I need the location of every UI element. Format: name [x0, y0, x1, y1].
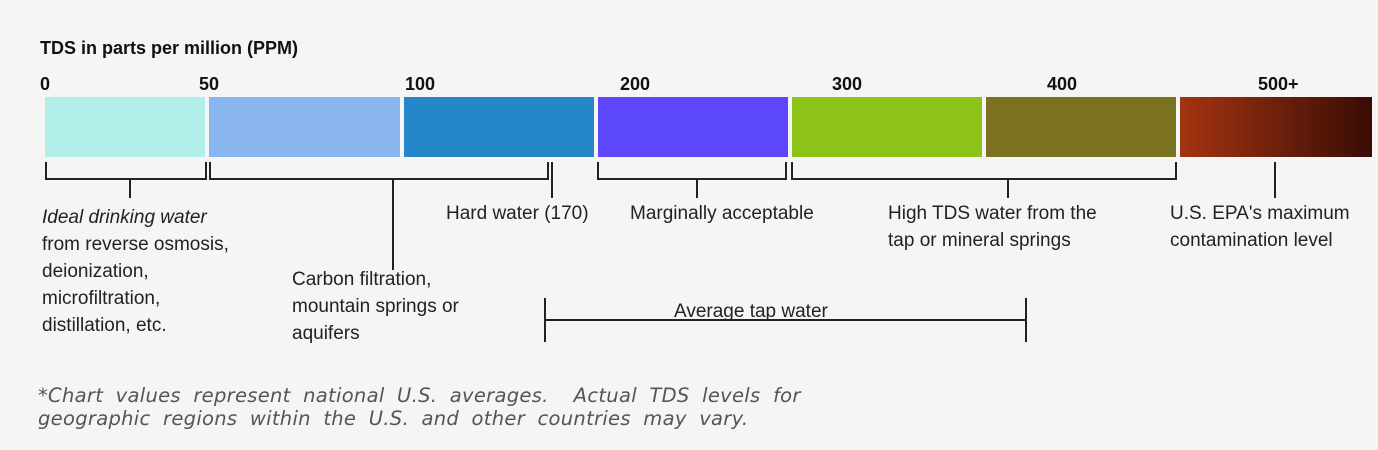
label-ideal-line5: distillation, etc.: [42, 315, 167, 336]
chart-title: TDS in parts per million (PPM): [40, 38, 299, 58]
label-carbon-line1: Carbon filtration,: [292, 269, 432, 290]
label-epa-maximum: U.S. EPA's maximum contamination level: [1170, 200, 1350, 254]
label-ideal-drinking-water: Ideal drinking water from reverse osmosi…: [42, 204, 229, 339]
tick-label-0: 0: [40, 74, 51, 94]
label-ideal-line2: from reverse osmosis,: [42, 234, 229, 255]
segment-500-plus: [1180, 97, 1372, 157]
label-hard-water: Hard water (170): [446, 203, 589, 224]
label-carbon-line3: aquifers: [292, 323, 360, 344]
label-epa-line1: U.S. EPA's maximum: [1170, 203, 1350, 224]
label-high-line2: tap or mineral springs: [888, 230, 1071, 251]
footnote-line2: geographic regions within the U.S. and o…: [38, 407, 749, 430]
segment-50-100: [209, 97, 400, 157]
label-high-line1: High TDS water from the: [888, 203, 1097, 224]
label-marginally-acceptable: Marginally acceptable: [630, 203, 814, 224]
label-ideal-line3: deionization,: [42, 261, 149, 282]
bracket-marginal: [597, 162, 787, 200]
tick-label-400: 400: [1047, 74, 1078, 94]
label-high-tds: High TDS water from the tap or mineral s…: [888, 200, 1097, 254]
label-ideal-line4: microfiltration,: [42, 288, 161, 309]
footnote-line1: *Chart values represent national U.S. av…: [38, 384, 801, 407]
tick-label-300: 300: [832, 74, 863, 94]
bracket-high-tds: [791, 162, 1177, 200]
segment-100-200: [404, 97, 594, 157]
epa-marker: [1274, 162, 1276, 198]
segment-300-350: [792, 97, 982, 157]
bracket-ideal: [45, 162, 207, 200]
segment-350-400: [986, 97, 1176, 157]
label-carbon-filtration: Carbon filtration, mountain springs or a…: [292, 266, 459, 347]
bracket-carbon: [209, 162, 549, 272]
segment-200-300: [598, 97, 788, 157]
tick-label-200: 200: [620, 74, 651, 94]
label-ideal-line1: Ideal drinking water: [42, 207, 207, 228]
tick-label-500-plus: 500+: [1258, 74, 1299, 94]
tick-label-50: 50: [199, 74, 220, 94]
segment-0-50: [45, 97, 205, 157]
footnote: *Chart values represent national U.S. av…: [38, 384, 801, 430]
bracket-average-tap-water: [544, 298, 1027, 342]
label-average-tap-water: Average tap water: [674, 301, 828, 322]
label-carbon-line2: mountain springs or: [292, 296, 459, 317]
hard-water-marker: [551, 162, 553, 198]
label-epa-line2: contamination level: [1170, 230, 1333, 251]
tick-label-100: 100: [405, 74, 436, 94]
